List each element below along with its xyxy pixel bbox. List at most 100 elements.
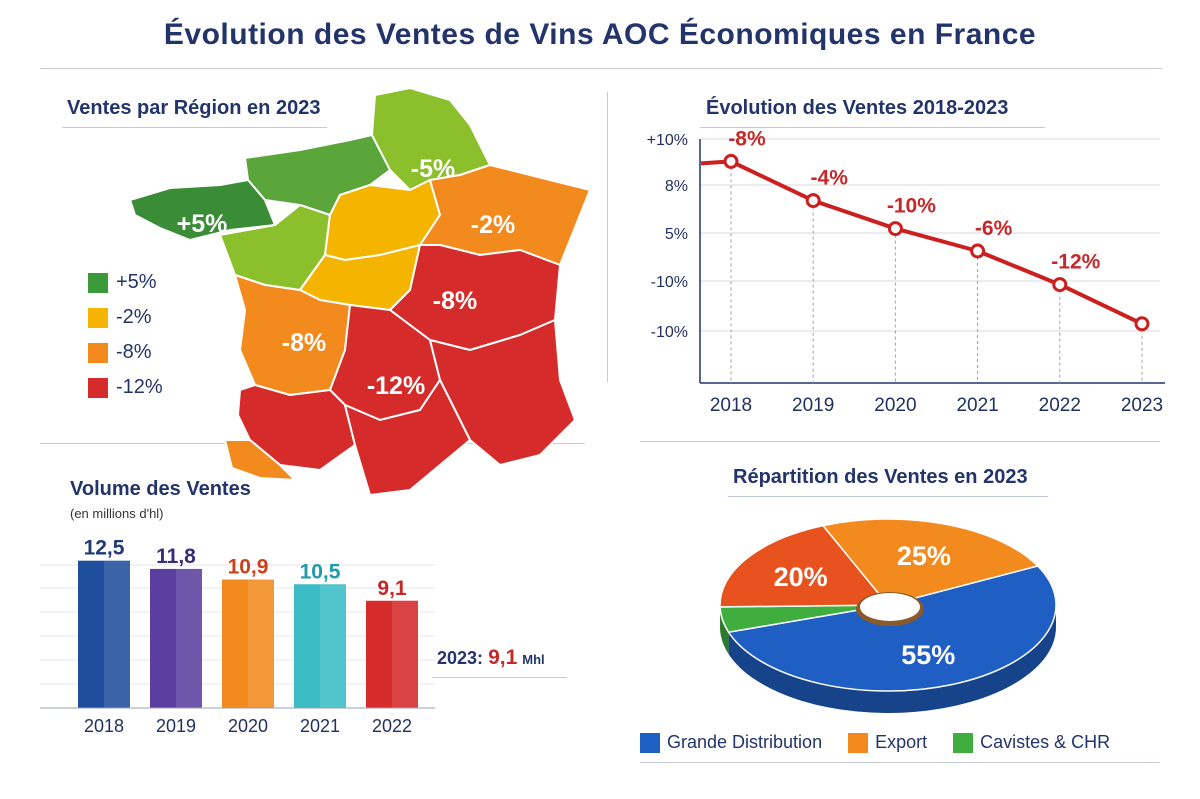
pie-slice-side <box>720 606 729 655</box>
x-tick-label: 2020 <box>874 395 916 416</box>
data-point <box>1052 277 1068 293</box>
legend-swatch <box>88 272 108 293</box>
bar-value-label: 9,1 <box>377 577 407 600</box>
bar <box>366 600 418 708</box>
x-tick-label: 2021 <box>956 395 998 416</box>
summary-value: 9,1 <box>488 646 518 669</box>
line-chart-title: Évolution des Ventes 2018-2023 <box>706 97 1009 119</box>
pie-legend-item: Export <box>848 732 927 753</box>
bar-shade <box>320 584 346 708</box>
pie-slice-side <box>728 605 1056 713</box>
bar-chart-title: Volume des Ventes <box>70 478 251 500</box>
pie-slice-label: 20% <box>774 562 828 592</box>
region-southeast <box>429 319 576 466</box>
data-label: -10% <box>887 195 936 218</box>
y-tick-label: +10% <box>647 132 688 149</box>
data-label: -4% <box>811 167 849 190</box>
pie-legend-item: Grande Distribution <box>640 732 822 753</box>
right-divider <box>640 441 1160 442</box>
pie-legend-swatch <box>640 732 660 753</box>
legend-label: -8% <box>116 341 152 363</box>
pie-legend: Grande Distribution Export Cavistes & CH… <box>640 732 1136 753</box>
bar-value-label: 12,5 <box>84 540 125 560</box>
bar <box>78 560 130 708</box>
data-point <box>1134 316 1150 332</box>
legend-item: +5% <box>88 265 163 300</box>
pie-slice <box>821 518 1040 606</box>
x-tick-label: 2018 <box>84 716 124 736</box>
legend-swatch <box>88 377 108 398</box>
x-tick-label: 2022 <box>372 716 412 736</box>
x-tick-label: 2022 <box>1039 395 1081 416</box>
pie-chart-title: Répartition des Ventes en 2023 <box>733 466 1028 488</box>
legend-label: -2% <box>116 306 152 328</box>
region-label: -8% <box>433 287 477 315</box>
region-far-southwest <box>224 439 296 481</box>
y-tick-label: -10% <box>651 324 688 341</box>
pie-slice <box>727 565 1057 692</box>
legend-item: -2% <box>88 300 163 335</box>
page-title: Évolution des Ventes de Vins AOC Économi… <box>163 18 1037 51</box>
x-tick-label: 2019 <box>156 716 196 736</box>
legend-swatch <box>88 307 108 328</box>
data-point <box>805 193 821 209</box>
legend-label: -12% <box>116 376 163 398</box>
data-label: -6% <box>975 217 1013 240</box>
data-label: -12% <box>1051 251 1100 274</box>
bar-shade <box>248 579 274 708</box>
region-label: -5% <box>411 155 455 183</box>
pie-legend-label: Export <box>875 732 928 752</box>
pie-legend-label: Grande Distribution <box>667 732 823 752</box>
region-label: -8% <box>282 329 326 357</box>
bar-chart: 12,5 2018 11,8 2019 10,9 2020 10,5 2021 9,1 2022 <box>40 540 435 736</box>
bar-value-label: 10,9 <box>228 556 269 579</box>
region-label: -2% <box>471 211 515 239</box>
pie-legend-swatch <box>953 732 974 753</box>
bar-shade <box>104 560 130 708</box>
x-tick-label: 2021 <box>300 716 340 736</box>
data-point <box>723 153 739 169</box>
data-label: -8% <box>728 127 766 150</box>
data-point <box>887 221 903 237</box>
legend-swatch <box>88 342 108 363</box>
center-divider <box>607 92 608 382</box>
pie-slice-label: 55% <box>901 640 955 670</box>
bar <box>222 579 274 708</box>
x-tick-label: 2020 <box>228 716 268 736</box>
pie-hole <box>860 593 920 621</box>
region-south <box>344 379 471 496</box>
bar-value-label: 10,5 <box>300 560 341 583</box>
pie-slice <box>719 524 890 608</box>
x-tick-label: 2018 <box>710 395 752 416</box>
pie-legend-item: Cavistes & CHR <box>953 732 1110 753</box>
legend-item: -8% <box>88 335 163 370</box>
volume-summary: 2023: 9,1 Mhl <box>437 646 545 670</box>
map-title-underline <box>62 127 327 128</box>
legend-label: +5% <box>116 271 157 293</box>
map-legend: +5% -2% -8% -12% <box>88 265 163 405</box>
legend-item: -12% <box>88 370 163 405</box>
pie-legend-label: Cavistes & CHR <box>980 732 1111 752</box>
bar-value-label: 11,8 <box>156 545 196 568</box>
x-tick-label: 2019 <box>792 395 834 416</box>
pie-legend-underline <box>640 762 1160 763</box>
title-divider <box>40 68 1162 69</box>
data-point <box>970 243 986 259</box>
line-chart: +10% 8% 5% -10% -10% -8% -4% -10% -6% -12% 2018 201… <box>647 127 1165 416</box>
y-tick-label: -10% <box>651 274 688 291</box>
summary-underline <box>432 677 567 678</box>
map-title: Ventes par Région en 2023 <box>67 97 321 119</box>
bar-chart-subtitle: (en millions d'hl) <box>70 506 164 521</box>
bar <box>150 568 202 708</box>
bar <box>294 584 346 708</box>
series-line <box>700 159 1143 326</box>
line-title-underline <box>700 127 1045 128</box>
y-tick-label: 5% <box>665 226 688 243</box>
pie-chart: 55% 20% 25% <box>719 518 1057 713</box>
pie-legend-swatch <box>848 732 869 753</box>
bar-shade <box>392 600 418 708</box>
bar-shade <box>176 568 202 708</box>
region-label: +5% <box>177 210 228 238</box>
x-tick-label: 2023 <box>1121 395 1163 416</box>
